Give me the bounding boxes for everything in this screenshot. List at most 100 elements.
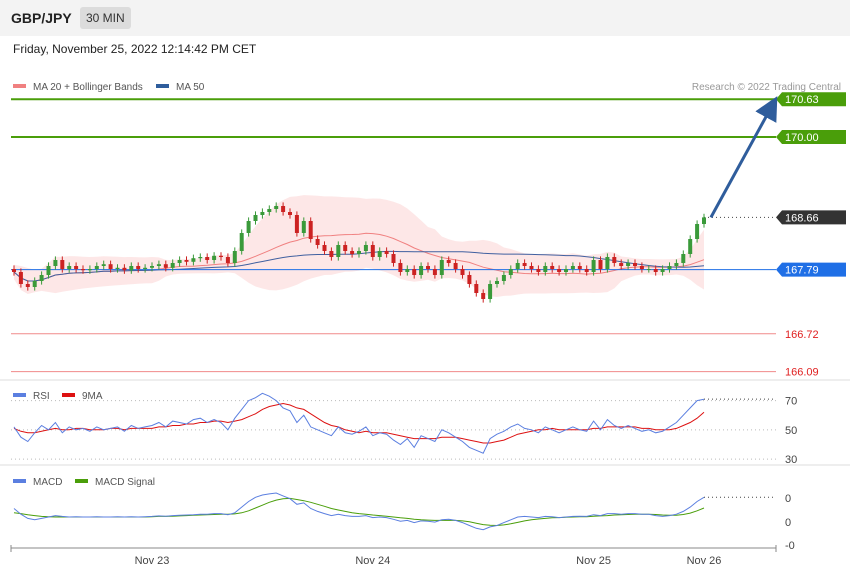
candle-body: [267, 209, 272, 212]
candle-body: [605, 257, 610, 269]
bollinger-band: [14, 195, 704, 297]
timeframe-button[interactable]: 30 MIN: [80, 7, 131, 29]
candle-body: [12, 269, 16, 272]
candle-body: [115, 267, 120, 269]
candle-body: [32, 281, 37, 287]
candle-body: [688, 239, 693, 254]
candle-body: [598, 260, 603, 269]
macd-legend: MACD MACD Signal: [13, 477, 155, 488]
candle-body: [136, 266, 141, 269]
candle-body: [536, 269, 541, 272]
level-label: 170.63: [785, 94, 819, 106]
candle-body: [246, 221, 251, 233]
candle-body: [129, 266, 134, 271]
level-label: 167.79: [785, 265, 819, 277]
candle-body: [612, 257, 617, 263]
candle-body: [301, 221, 306, 233]
candle-body: [660, 269, 665, 272]
rsi-ma-line: [13, 402, 705, 444]
candle-body: [564, 269, 568, 272]
symbol-title: GBP/JPY: [11, 10, 72, 26]
macd-line: [13, 492, 705, 531]
candle-body: [39, 275, 44, 281]
candle-body: [60, 260, 65, 269]
candle-body: [570, 266, 575, 269]
main-legend: MA 20 + Bollinger Bands MA 50: [13, 82, 205, 93]
legend-swatch: [156, 84, 169, 88]
candle-body: [481, 293, 486, 299]
legend-swatch: [75, 479, 88, 483]
candles: [12, 202, 706, 303]
candle-body: [460, 269, 465, 275]
candle-body: [198, 257, 203, 259]
candle-body: [81, 269, 85, 271]
candle-body: [495, 281, 499, 284]
candle-body: [584, 269, 589, 272]
legend-label: MACD Signal: [95, 477, 155, 488]
candle-body: [184, 260, 189, 262]
candle-body: [577, 266, 582, 269]
candle-body: [591, 260, 596, 272]
candle-body: [25, 284, 30, 287]
candle-body: [150, 266, 154, 268]
candle-body: [336, 245, 341, 257]
level-tag: [776, 262, 846, 277]
credit-label: Research © 2022 Trading Central: [692, 82, 841, 93]
level-tag: [776, 130, 846, 144]
candle-body: [474, 284, 479, 293]
candle-body: [101, 264, 106, 266]
candle-body: [508, 269, 513, 275]
rsi-legend: RSI 9MA: [13, 391, 103, 402]
candle-body: [702, 217, 706, 224]
candle-body: [343, 245, 348, 251]
candle-body: [633, 263, 637, 266]
level-price[interactable]: 168.66: [704, 210, 846, 225]
candle-body: [260, 212, 265, 215]
level-label: 166.72: [785, 329, 819, 341]
rsi-tick-label: 50: [785, 425, 797, 437]
candle-body: [350, 251, 355, 254]
candle-body: [294, 215, 299, 233]
candle-body: [674, 263, 679, 266]
candle-body: [74, 266, 79, 269]
candle-body: [501, 275, 506, 281]
candle-body: [67, 266, 72, 269]
legend-swatch: [13, 84, 26, 88]
candle-body: [288, 212, 292, 215]
candle-body: [667, 266, 672, 269]
legend-label: MA 50: [176, 82, 205, 93]
rsi-tick-label: 30: [785, 454, 797, 466]
candle-body: [156, 264, 161, 266]
chart-header: GBP/JPY 30 MIN: [0, 0, 850, 36]
candle-body: [446, 260, 451, 263]
candle-body: [170, 263, 175, 268]
level-support[interactable]: 166.09: [11, 367, 819, 379]
candle-body: [253, 215, 258, 221]
candle-body: [329, 251, 334, 257]
level-support[interactable]: 166.72: [11, 329, 819, 341]
candle-body: [453, 263, 458, 269]
level-resistance[interactable]: 170.63: [11, 92, 846, 107]
candle-body: [488, 284, 493, 299]
candle-body: [405, 269, 410, 272]
legend-label: RSI: [33, 391, 50, 402]
candle-body: [94, 266, 99, 269]
candle-body: [439, 260, 444, 275]
candle-body: [426, 266, 430, 269]
x-tick-label: Nov 26: [687, 555, 722, 567]
macd-signal-line: [13, 497, 705, 527]
candle-body: [18, 272, 23, 284]
candle-body: [398, 263, 403, 272]
candle-body: [370, 245, 375, 257]
candle-body: [681, 254, 686, 263]
candle-body: [225, 257, 230, 263]
candle-body: [239, 233, 244, 251]
level-resistance[interactable]: 170.00: [11, 130, 846, 144]
candle-body: [529, 266, 534, 269]
legend-label: MACD: [33, 477, 62, 488]
level-tag: [776, 210, 846, 225]
candle-body: [543, 266, 548, 272]
x-tick-label: Nov 25: [576, 555, 611, 567]
candle-body: [205, 257, 210, 260]
